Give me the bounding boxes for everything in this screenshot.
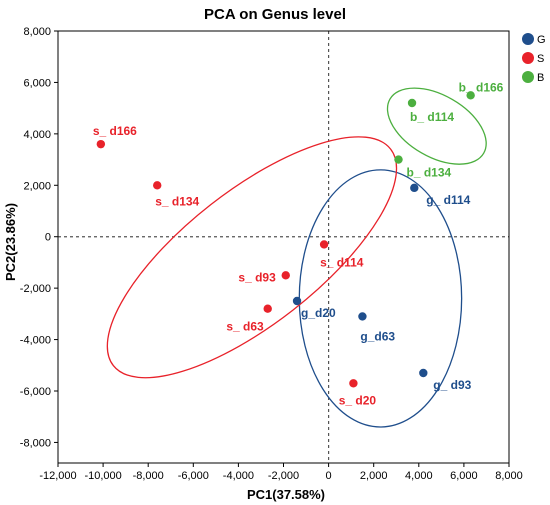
x-tick-label: 0 (326, 470, 332, 482)
y-tick-label: -4,000 (20, 335, 51, 347)
y-tick-label: 6,000 (23, 77, 51, 89)
point-s-d63 (263, 304, 272, 313)
y-tick-label: 0 (45, 232, 51, 244)
legend-label-b: B (537, 72, 544, 84)
y-tick-label: 8,000 (23, 26, 51, 38)
point-s-d93 (281, 271, 290, 280)
y-axis-label: PC2(23.86%) (3, 203, 18, 281)
point-label: s_ d63 (226, 320, 264, 334)
x-tick-label: -4,000 (223, 470, 254, 482)
point-s-d20 (349, 379, 358, 388)
x-tick-label: 8,000 (495, 470, 523, 482)
point-b-d134 (394, 155, 403, 164)
point-label: s_ d93 (238, 270, 276, 284)
x-tick-label: 6,000 (450, 470, 478, 482)
point-s-d166 (96, 139, 106, 149)
confidence-ellipse-b (386, 87, 487, 165)
legend: GSB (522, 33, 546, 84)
point-g-d114 (410, 183, 419, 193)
point-g-d63 (358, 312, 367, 321)
point-label: b_ d114 (410, 110, 454, 124)
point-label: g_ d114 (426, 193, 470, 207)
y-tick-label: -6,000 (20, 386, 51, 398)
point-label: b_ d166 (459, 80, 504, 94)
legend-marker-g (522, 33, 534, 45)
chart-title: PCA on Genus level (204, 6, 346, 23)
x-axis-label: PC1(37.58%) (247, 487, 325, 502)
y-tick-label: 4,000 (23, 129, 51, 141)
confidence-ellipse-s (106, 136, 398, 379)
y-tick-label: -2,000 (20, 283, 51, 295)
y-tick-label: 2,000 (23, 180, 51, 192)
x-tick-label: -8,000 (133, 470, 164, 482)
point-s-d114 (319, 240, 329, 249)
point-label: s_ d114 (320, 255, 364, 269)
point-b-d114 (407, 98, 417, 108)
point-label: s_ d20 (339, 393, 377, 407)
point-label: g_d63 (360, 329, 395, 343)
point-b-d166 (466, 91, 475, 100)
point-label: s_ d166 (93, 124, 137, 138)
point-g-d20 (292, 296, 302, 306)
legend-label-g: G (537, 34, 546, 46)
plot-frame (57, 30, 510, 464)
x-tick-label: 2,000 (360, 470, 388, 482)
legend-label-s: S (537, 53, 544, 65)
x-tick-label: -2,000 (268, 470, 299, 482)
legend-marker-b (522, 71, 534, 83)
point-s-d134 (153, 181, 162, 190)
x-tick-label: 4,000 (405, 470, 433, 482)
x-tick-label: -10,000 (84, 470, 121, 482)
point-g-d93 (419, 368, 428, 378)
y-tick-label: -8,000 (20, 437, 51, 449)
x-tick-label: -12,000 (39, 470, 76, 482)
point-label: g_ d93 (433, 378, 471, 392)
point-label: g_d20 (301, 306, 336, 320)
point-label: s_ d134 (155, 194, 199, 208)
x-tick-label: -6,000 (178, 470, 209, 482)
legend-marker-s (522, 52, 534, 64)
point-label: b_ d134 (407, 166, 452, 180)
